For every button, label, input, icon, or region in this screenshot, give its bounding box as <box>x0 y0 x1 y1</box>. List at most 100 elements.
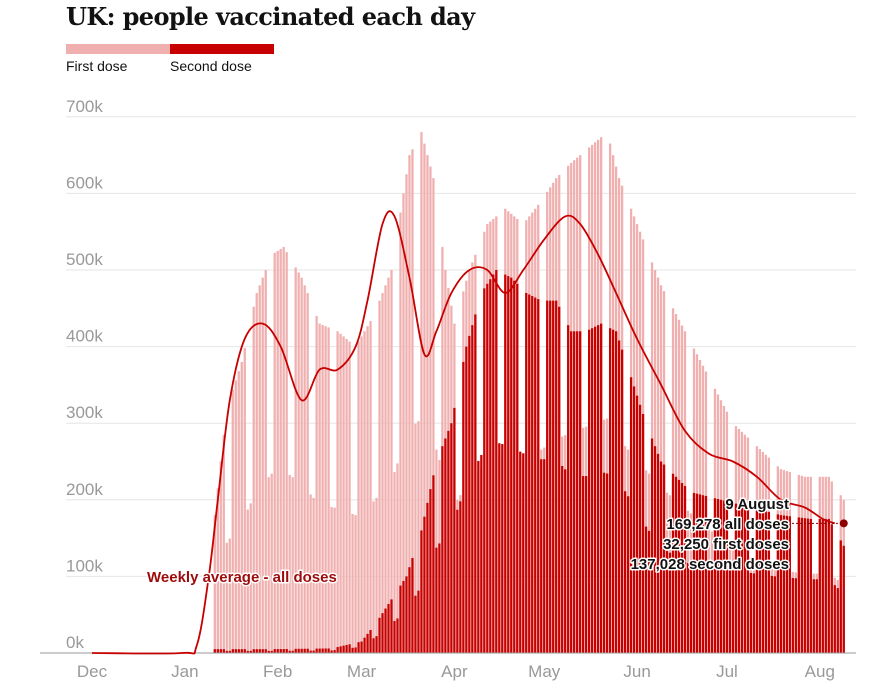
first-dose-bar <box>303 285 306 653</box>
second-dose-bar <box>447 430 450 653</box>
second-dose-bar <box>483 288 486 653</box>
second-dose-bar <box>567 325 570 653</box>
second-dose-bar <box>597 325 600 653</box>
first-dose-bar <box>324 326 327 653</box>
second-dose-bar <box>213 649 216 653</box>
second-dose-bars <box>213 270 845 653</box>
second-dose-bar <box>276 649 279 653</box>
second-dose-bar <box>357 642 360 653</box>
second-dose-bar <box>704 495 708 653</box>
y-tick-label: 700k <box>66 97 103 116</box>
second-dose-bar <box>576 331 579 653</box>
first-dose-bar <box>288 474 291 653</box>
second-dose-bar <box>312 650 315 653</box>
second-dose-bar <box>680 482 684 653</box>
second-dose-bar <box>746 506 750 653</box>
second-dose-bar <box>255 649 258 653</box>
legend-swatch-second-dose <box>170 44 274 54</box>
second-dose-bar <box>282 649 285 653</box>
second-dose-bar <box>588 329 591 653</box>
second-dose-bar <box>555 300 558 653</box>
second-dose-bar <box>258 649 261 653</box>
y-tick-label: 100k <box>66 556 103 575</box>
first-dose-bar <box>390 270 393 653</box>
second-dose-bar <box>719 499 723 653</box>
first-dose-bar <box>372 501 375 653</box>
second-dose-bar <box>444 438 447 653</box>
second-dose-bar <box>650 438 654 653</box>
second-dose-bar <box>462 361 465 653</box>
second-dose-bar <box>785 515 788 653</box>
weekly-average-label: Weekly average - all doses <box>147 569 337 586</box>
first-dose-bar <box>243 348 246 653</box>
x-tick-label: Feb <box>263 662 292 681</box>
second-dose-bar <box>492 274 495 653</box>
second-dose-bar <box>791 578 794 653</box>
first-dose-bar <box>249 503 252 653</box>
second-dose-bar <box>692 492 696 653</box>
first-dose-bar <box>240 361 243 653</box>
first-dose-bar <box>300 277 303 653</box>
second-dose-bar <box>656 453 660 653</box>
second-dose-bar <box>632 386 636 653</box>
second-dose-bar <box>471 325 474 653</box>
second-dose-bar <box>725 501 729 653</box>
first-dose-bar <box>270 473 273 653</box>
first-dose-bar <box>423 143 426 654</box>
first-dose-bar <box>297 272 300 653</box>
second-dose-bar <box>297 648 300 653</box>
second-dose-bar <box>543 459 546 653</box>
second-dose-bar <box>396 618 399 653</box>
second-dose-bar <box>707 567 711 653</box>
first-dose-bar <box>306 292 309 653</box>
second-dose-bar <box>507 276 510 653</box>
second-dose-bar <box>608 328 612 653</box>
first-dose-bar <box>333 507 336 653</box>
second-dose-bar <box>225 650 228 653</box>
second-dose-bar <box>782 515 785 653</box>
first-dose-bar <box>219 461 222 653</box>
second-dose-bar <box>683 486 687 653</box>
second-dose-bar <box>674 476 678 653</box>
second-dose-bar <box>231 649 234 653</box>
second-dose-bar <box>809 518 812 653</box>
second-dose-bar <box>426 502 429 653</box>
second-dose-bar <box>306 648 309 653</box>
second-dose-bar <box>510 277 513 653</box>
second-dose-bar <box>665 551 669 653</box>
second-dose-bar <box>695 493 699 653</box>
second-dose-bar <box>752 573 756 653</box>
second-dose-bar <box>740 505 744 653</box>
second-dose-bar <box>641 414 645 653</box>
second-dose-bar <box>222 649 225 653</box>
second-dose-bar <box>713 498 717 653</box>
second-dose-bar <box>546 300 549 653</box>
second-dose-bar <box>267 650 270 653</box>
second-dose-bar <box>366 633 369 653</box>
first-dose-bar <box>246 509 249 653</box>
second-dose-bar <box>270 650 273 653</box>
second-dose-bar <box>279 649 282 653</box>
first-dose-bar <box>408 155 411 653</box>
first-dose-bar <box>222 434 225 653</box>
second-dose-bar <box>833 585 836 653</box>
second-dose-bar <box>549 300 552 653</box>
second-dose-bar <box>408 567 411 653</box>
second-dose-bar <box>237 649 240 653</box>
second-dose-bar <box>602 472 606 653</box>
second-dose-bar <box>498 443 501 653</box>
second-dose-bar <box>435 547 438 653</box>
second-dose-bar <box>303 648 306 653</box>
first-dose-bar <box>312 497 315 653</box>
second-dose-bar <box>489 279 492 653</box>
first-dose-bar <box>327 327 330 653</box>
first-dose-bar <box>375 497 378 653</box>
second-dose-bar <box>620 349 624 653</box>
second-dose-bar <box>764 511 768 653</box>
second-dose-bar <box>528 294 531 653</box>
second-dose-bar <box>827 518 830 653</box>
second-dose-bar <box>411 558 414 653</box>
first-dose-bar <box>228 538 231 653</box>
second-dose-bar <box>390 599 393 653</box>
